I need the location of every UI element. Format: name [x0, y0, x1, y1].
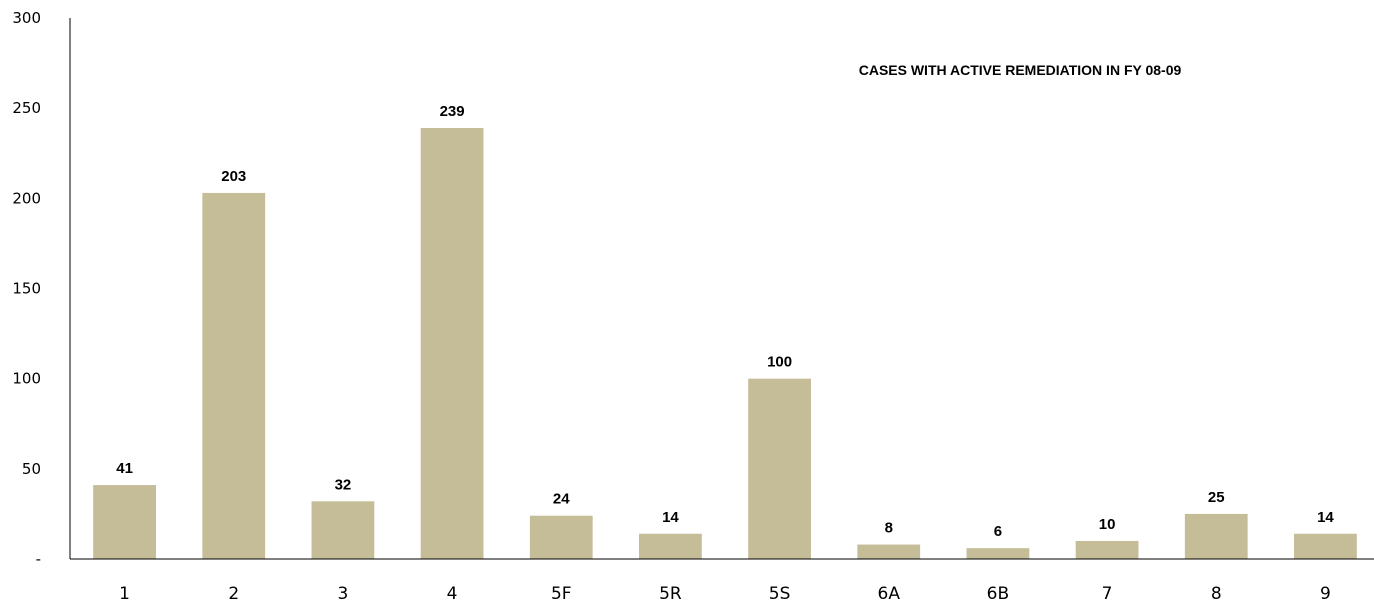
data-labels: 41 203 32 239 24 14 100 8 6 10 25 14 [116, 103, 1334, 540]
x-axis-ticks: 1 2 3 4 5F 5R 5S 6A 6B 7 8 9 [119, 584, 1331, 603]
x-tick-label-8: 8 [1211, 584, 1222, 603]
bar-8 [1184, 513, 1248, 559]
bar-2 [202, 192, 266, 559]
x-tick-label-5F: 5F [551, 584, 572, 603]
bar-5S [748, 378, 811, 559]
y-tick-label: 100 [12, 370, 41, 388]
data-label-8: 25 [1208, 489, 1225, 506]
bar-9 [1294, 533, 1357, 559]
data-label-6B: 6 [994, 523, 1002, 540]
y-tick-label: 200 [12, 189, 41, 207]
x-tick-label-4: 4 [447, 584, 458, 603]
x-tick-label-9: 9 [1320, 584, 1331, 603]
x-tick-label-5S: 5S [769, 584, 791, 603]
x-tick-label-7: 7 [1102, 584, 1113, 603]
data-label-5F: 24 [553, 491, 570, 508]
x-tick-label-5R: 5R [659, 584, 682, 603]
bar-6A [857, 544, 921, 559]
bar-5R [639, 533, 702, 559]
data-label-4: 239 [440, 103, 465, 120]
x-tick-label-6B: 6B [987, 584, 1009, 603]
x-tick-label-2: 2 [228, 584, 239, 603]
data-label-1: 41 [116, 460, 133, 477]
chart-title: CASES WITH ACTIVE REMEDIATION IN FY 08-0… [859, 62, 1182, 78]
bar-3 [311, 501, 375, 559]
bar-4 [420, 128, 484, 559]
data-label-7: 10 [1099, 516, 1116, 533]
y-axis-ticks: - 50 100 150 200 250 300 [12, 9, 41, 568]
data-label-9: 14 [1317, 509, 1334, 526]
data-label-5R: 14 [662, 509, 679, 526]
y-tick-label: - [36, 550, 41, 568]
x-tick-label-6A: 6A [878, 584, 901, 603]
data-label-2: 203 [221, 168, 246, 185]
y-tick-label: 300 [12, 9, 41, 27]
data-label-3: 32 [335, 476, 352, 493]
bar-7 [1075, 540, 1139, 559]
data-label-6A: 8 [885, 520, 893, 537]
bar-6B [966, 548, 1030, 559]
y-tick-label: 250 [12, 99, 41, 117]
bar-5F [529, 515, 593, 559]
y-tick-label: 150 [12, 280, 41, 298]
x-tick-label-1: 1 [119, 584, 130, 603]
data-label-5S: 100 [767, 354, 792, 371]
bars [93, 128, 1357, 559]
bar-1 [93, 485, 156, 559]
y-tick-label: 50 [22, 460, 41, 478]
x-tick-label-3: 3 [338, 584, 349, 603]
